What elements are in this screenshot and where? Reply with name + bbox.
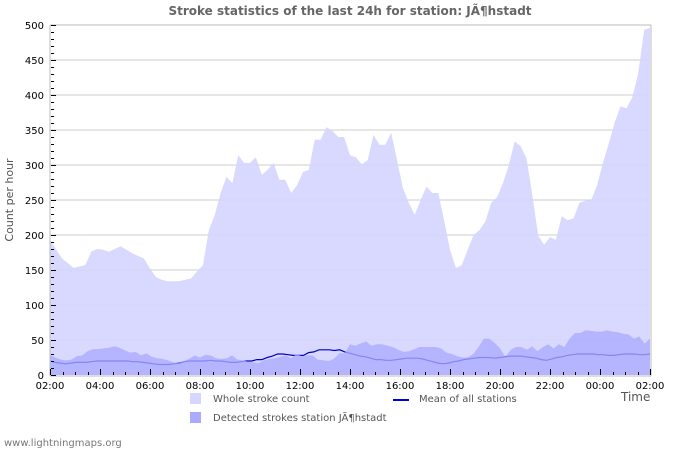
y-tick-label: 400 [25, 91, 44, 102]
y-tick-label: 150 [25, 266, 44, 277]
x-tick-label: 22:00 [536, 381, 565, 392]
x-tick-label: 18:00 [436, 381, 465, 392]
x-axis-label: Time [621, 390, 651, 404]
legend-label-detected: Detected strokes station JÃ¶hstadt [213, 413, 387, 424]
y-tick-label: 50 [31, 336, 44, 347]
y-tick-label: 450 [25, 56, 44, 67]
x-tick-label: 02:00 [636, 381, 665, 392]
x-tick-label: 04:00 [86, 381, 115, 392]
chart-series [49, 27, 651, 376]
series-detected-strokes [50, 330, 650, 375]
y-tick-label: 300 [25, 161, 44, 172]
x-tick-label: 00:00 [586, 381, 615, 392]
y-tick-label: 0 [38, 371, 44, 382]
y-axis-label: Count per hour [3, 158, 16, 242]
series-whole-stroke-count [50, 27, 650, 376]
y-tick-label: 250 [25, 196, 44, 207]
legend-swatch-whole [190, 393, 201, 404]
x-tick-label: 20:00 [486, 381, 515, 392]
x-tick-label: 10:00 [236, 381, 265, 392]
y-tick-label: 350 [25, 126, 44, 137]
footer-link[interactable]: www.lightningmaps.org [4, 438, 122, 449]
legend-label-mean: Mean of all stations [419, 394, 517, 405]
x-tick-label: 16:00 [386, 381, 415, 392]
x-tick-label: 06:00 [136, 381, 165, 392]
legend-line-mean [393, 399, 409, 401]
chart-title: Stroke statistics of the last 24h for st… [168, 4, 532, 18]
x-tick-label: 02:00 [36, 381, 65, 392]
legend-label-whole: Whole stroke count [213, 394, 310, 405]
x-tick-label: 12:00 [286, 381, 315, 392]
y-tick-label: 100 [25, 301, 44, 312]
x-tick-label: 08:00 [186, 381, 215, 392]
y-tick-label: 200 [25, 231, 44, 242]
x-tick-label: 14:00 [336, 381, 365, 392]
y-tick-label: 500 [25, 21, 44, 32]
legend-swatch-detected [190, 412, 201, 423]
axes: 0 50 100 150 200 250 300 350 400 450 500 02:00 04:00… [25, 21, 665, 392]
